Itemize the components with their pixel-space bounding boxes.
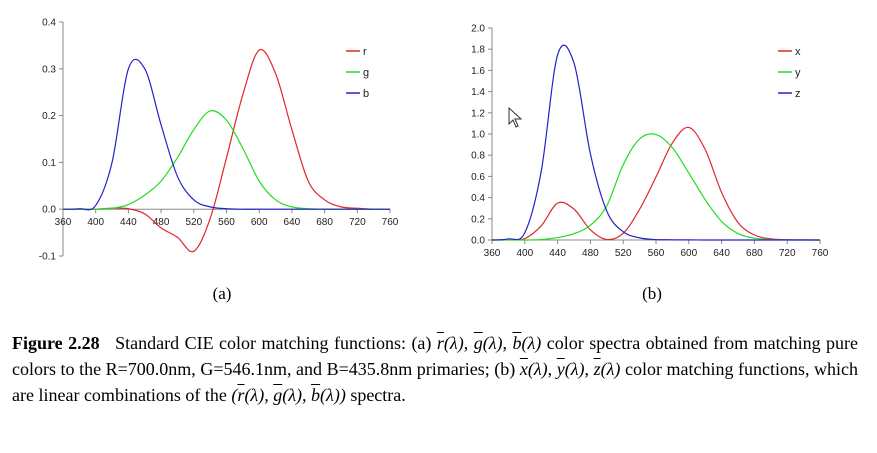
caption-math-xbar: x(λ)	[519, 359, 548, 379]
legend-label-b: b	[363, 88, 369, 100]
x-tick-label: 600	[251, 217, 268, 228]
caption-title-text: Standard CIE color matching functions: (…	[115, 333, 432, 353]
caption-math-zbar: z(λ)	[593, 359, 621, 379]
chart-panel-b: 0.0 0.2 0.4 0.6 0.8 1.0 1.2 1.4 1.6 1.8 2.0 360 400 4…	[471, 24, 829, 304]
math-symbol-x: x	[519, 359, 528, 379]
caption-b-text: color matching functions, which are line…	[12, 359, 859, 405]
math-symbol-g2: g	[273, 385, 283, 405]
legend-label-r: r	[363, 46, 367, 58]
math-symbol-r2: r	[237, 385, 245, 405]
y-tick-label: 1.2	[471, 108, 485, 119]
y-tick-label: 0.0	[471, 236, 485, 247]
y-tick-label: 0.3	[42, 64, 56, 75]
x-tick-label: 760	[812, 248, 829, 259]
x-tick-label: 440	[549, 248, 566, 259]
math-symbol-r: r	[436, 333, 444, 353]
x-tick-label: 520	[185, 217, 202, 228]
x-tick-label: 640	[284, 217, 301, 228]
y-tick-label: 1.4	[471, 87, 485, 98]
y-tick-label: 0.0	[42, 205, 56, 216]
y-tick-label: 1.8	[471, 45, 485, 56]
x-tick-label: 360	[484, 248, 501, 259]
chart-panel-a: -0.1 0.0 0.1 0.2 0.3 0.4 360 400 440 480 520 560 600…	[39, 18, 399, 304]
y-tick-label: 0.2	[471, 214, 485, 225]
y-tick-label: 0.4	[471, 193, 485, 204]
x-tick-label: 360	[55, 217, 72, 228]
panel-label: (a)	[213, 284, 232, 303]
y-tick-label: 0.4	[42, 18, 56, 29]
x-tick-label: 720	[779, 248, 796, 259]
figure-label: Figure 2.28	[12, 333, 100, 353]
y-tick-label: 1.0	[471, 130, 485, 141]
figure-caption: Figure 2.28 Standard CIE color matching …	[12, 333, 859, 405]
caption-end-text: spectra.	[350, 385, 406, 405]
caption-math-ybar: y(λ)	[556, 359, 585, 379]
y-tick-label: 2.0	[471, 24, 485, 35]
y-tick-label: 0.6	[471, 172, 485, 183]
x-tick-label: 520	[615, 248, 632, 259]
caption-math-rgb-tuple: (r(λ), g(λ), b(λ))	[231, 385, 346, 405]
x-tick-label: 560	[648, 248, 665, 259]
caption-math-bbar: b(λ)	[512, 333, 542, 353]
y-tick-label: 1.6	[471, 66, 485, 77]
series-line-b	[62, 58, 390, 211]
caption-math-rbar: r(λ)	[436, 333, 464, 353]
math-symbol-g: g	[473, 333, 483, 353]
x-tick-label: 680	[316, 217, 333, 228]
x-tick-label: 680	[746, 248, 763, 259]
panel-label: (b)	[642, 284, 662, 303]
caption-math-gbar: g(λ)	[473, 333, 503, 353]
y-tick-label: 0.2	[42, 111, 56, 122]
legend-label-x: x	[795, 46, 801, 58]
legend-label-g: g	[363, 67, 369, 79]
x-tick-label: 760	[382, 217, 399, 228]
x-tick-label: 400	[516, 248, 533, 259]
y-tick-label: -0.1	[39, 252, 57, 263]
y-tick-label: 0.8	[471, 151, 485, 162]
x-tick-label: 480	[153, 217, 170, 228]
y-tick-label: 0.1	[42, 158, 56, 169]
legend-label-z: z	[795, 88, 801, 100]
math-symbol-y: y	[556, 359, 565, 379]
x-tick-label: 640	[713, 248, 730, 259]
caption-a-text: color spectra obtained from matching pur…	[12, 333, 859, 379]
x-tick-label: 600	[680, 248, 697, 259]
math-symbol-z: z	[593, 359, 601, 379]
mouse-cursor-icon	[508, 106, 523, 128]
math-symbol-b: b	[512, 333, 522, 353]
x-tick-label: 560	[218, 217, 235, 228]
x-tick-label: 440	[120, 217, 137, 228]
series-line-x	[491, 126, 821, 241]
x-tick-label: 720	[349, 217, 366, 228]
x-tick-label: 480	[582, 248, 599, 259]
series-line-r	[63, 48, 391, 253]
series-line-z	[491, 44, 820, 241]
legend-label-y: y	[795, 67, 801, 79]
series-line-y	[492, 133, 821, 241]
x-tick-label: 400	[87, 217, 104, 228]
math-symbol-b2: b	[311, 385, 321, 405]
